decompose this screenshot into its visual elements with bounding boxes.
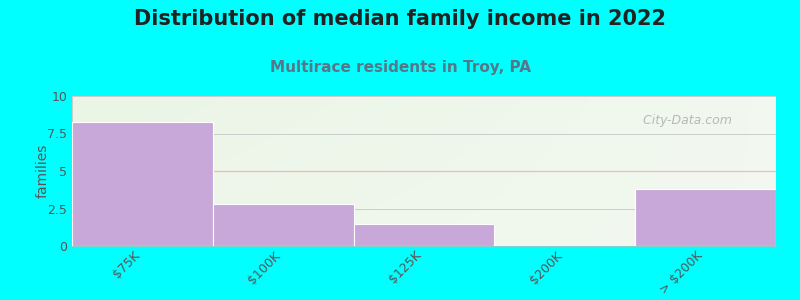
Text: City-Data.com: City-Data.com xyxy=(635,114,732,127)
Bar xyxy=(213,204,354,246)
Bar xyxy=(635,189,776,246)
Text: Multirace residents in Troy, PA: Multirace residents in Troy, PA xyxy=(270,60,530,75)
Bar xyxy=(72,122,213,246)
Text: Distribution of median family income in 2022: Distribution of median family income in … xyxy=(134,9,666,29)
Y-axis label: families: families xyxy=(36,144,50,198)
Bar xyxy=(354,224,494,246)
